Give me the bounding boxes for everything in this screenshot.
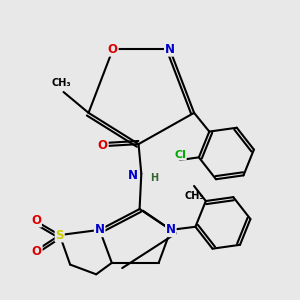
Text: O: O	[31, 214, 41, 226]
Text: H: H	[150, 173, 158, 183]
Text: O: O	[98, 139, 108, 152]
Text: O: O	[32, 244, 42, 257]
Text: N: N	[95, 224, 105, 236]
Text: CH₃: CH₃	[184, 191, 204, 201]
Text: Cl: Cl	[174, 150, 186, 160]
Text: O: O	[108, 43, 118, 56]
Text: S: S	[56, 229, 64, 242]
Text: CH₃: CH₃	[52, 78, 72, 88]
Text: N: N	[166, 224, 176, 236]
Text: N: N	[128, 169, 138, 182]
Text: N: N	[165, 43, 175, 56]
